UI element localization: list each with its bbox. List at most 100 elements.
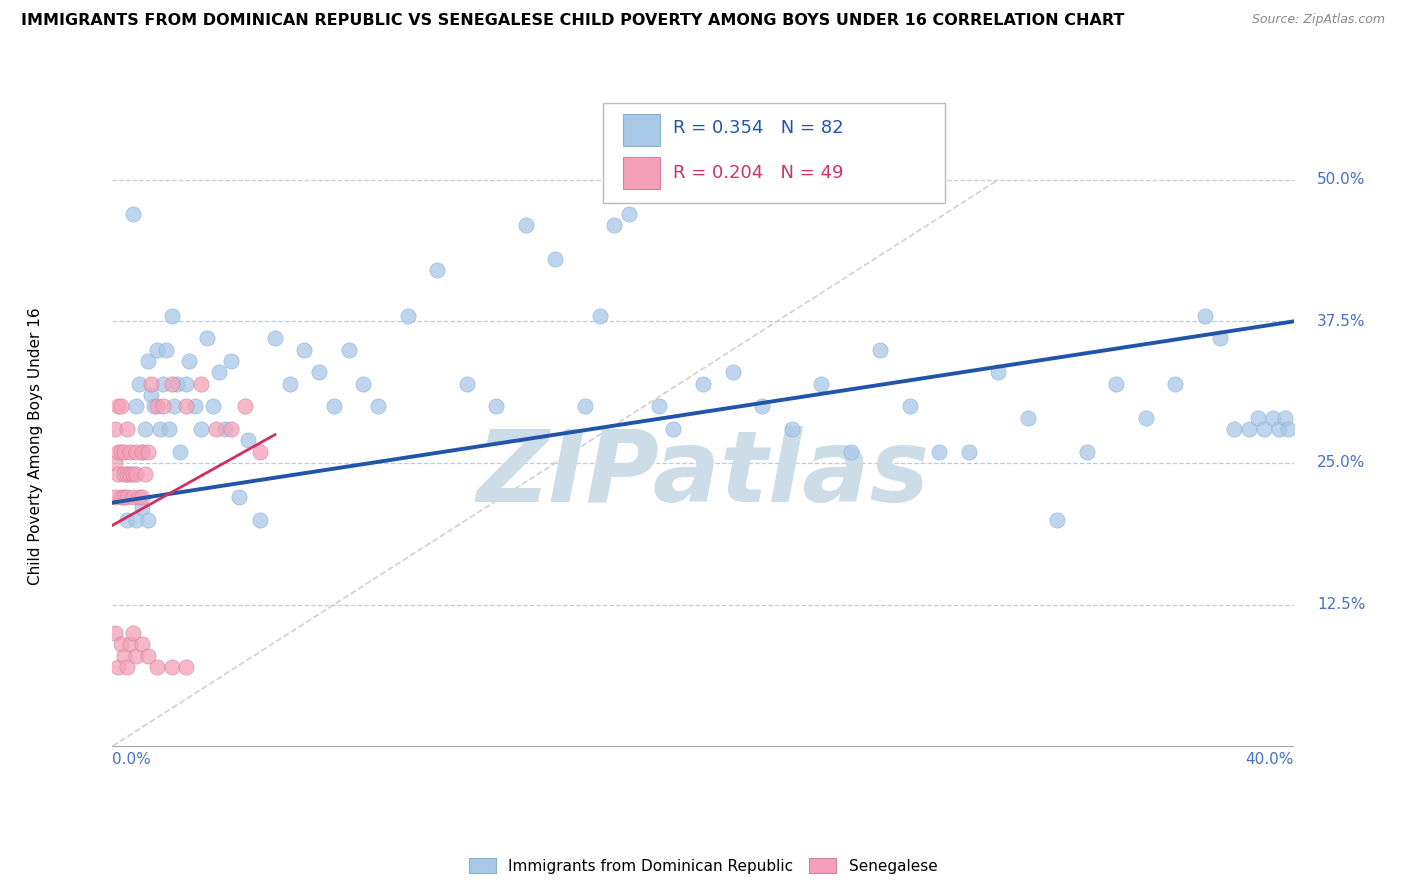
Point: [214, 422, 236, 436]
FancyBboxPatch shape: [623, 157, 661, 189]
Point: [160, 660, 183, 674]
Legend: Immigrants from Dominican Republic, Senegalese: Immigrants from Dominican Republic, Sene…: [463, 852, 943, 880]
Point: [134, 422, 156, 436]
Point: [136, 648, 159, 663]
Point: [160, 309, 183, 323]
Point: [219, 354, 242, 368]
Point: [110, 637, 132, 651]
Point: [120, 467, 142, 482]
Point: [721, 365, 744, 379]
Point: [323, 400, 346, 414]
Point: [122, 207, 145, 221]
Point: [179, 354, 201, 368]
Point: [174, 660, 197, 674]
Text: 37.5%: 37.5%: [1317, 314, 1365, 329]
Point: [201, 400, 224, 414]
Point: [574, 400, 596, 414]
Text: 12.5%: 12.5%: [1317, 597, 1365, 612]
Point: [169, 444, 191, 458]
Point: [104, 456, 127, 470]
Text: 40.0%: 40.0%: [1246, 752, 1294, 767]
Point: [396, 309, 419, 323]
Point: [588, 309, 610, 323]
Point: [1253, 422, 1275, 436]
Point: [249, 513, 271, 527]
Point: [117, 467, 138, 482]
Point: [751, 400, 773, 414]
Point: [633, 184, 655, 198]
Point: [1105, 376, 1128, 391]
Point: [1274, 410, 1296, 425]
Point: [104, 490, 127, 504]
Point: [1017, 410, 1039, 425]
Text: R = 0.354   N = 82: R = 0.354 N = 82: [673, 120, 844, 137]
Point: [152, 400, 174, 414]
Point: [155, 343, 177, 357]
Point: [190, 376, 212, 391]
Point: [780, 422, 803, 436]
Point: [1135, 410, 1157, 425]
Point: [131, 637, 153, 651]
Point: [928, 444, 950, 458]
Point: [337, 343, 360, 357]
Point: [136, 513, 159, 527]
Point: [125, 648, 148, 663]
Point: [1208, 331, 1232, 345]
Point: [122, 626, 145, 640]
Point: [174, 400, 197, 414]
Point: [146, 660, 169, 674]
Point: [117, 467, 138, 482]
Point: [117, 422, 138, 436]
Point: [117, 490, 138, 504]
Point: [110, 490, 132, 504]
Point: [117, 513, 138, 527]
Point: [122, 490, 145, 504]
Point: [146, 400, 169, 414]
Point: [125, 513, 148, 527]
Point: [134, 467, 156, 482]
Point: [1223, 422, 1246, 436]
FancyBboxPatch shape: [603, 103, 945, 203]
Point: [278, 376, 301, 391]
Point: [233, 400, 256, 414]
Point: [125, 444, 148, 458]
Text: 50.0%: 50.0%: [1317, 172, 1365, 187]
Point: [125, 400, 148, 414]
Point: [112, 648, 135, 663]
Point: [131, 444, 153, 458]
Point: [869, 343, 891, 357]
Point: [219, 422, 242, 436]
Point: [110, 444, 132, 458]
Point: [619, 207, 641, 221]
Point: [228, 490, 250, 504]
Point: [190, 422, 212, 436]
Text: 0.0%: 0.0%: [112, 752, 152, 767]
Point: [125, 467, 148, 482]
Point: [839, 444, 862, 458]
Point: [110, 400, 132, 414]
Point: [160, 376, 183, 391]
Point: [184, 400, 207, 414]
Point: [1261, 410, 1284, 425]
Point: [308, 365, 330, 379]
FancyBboxPatch shape: [623, 114, 661, 146]
Text: IMMIGRANTS FROM DOMINICAN REPUBLIC VS SENEGALESE CHILD POVERTY AMONG BOYS UNDER : IMMIGRANTS FROM DOMINICAN REPUBLIC VS SE…: [21, 13, 1125, 29]
Point: [352, 376, 374, 391]
Text: R = 0.204   N = 49: R = 0.204 N = 49: [673, 164, 844, 182]
Point: [957, 444, 980, 458]
Point: [692, 376, 714, 391]
Point: [146, 343, 169, 357]
Point: [131, 444, 153, 458]
Point: [117, 660, 138, 674]
Point: [136, 354, 159, 368]
Point: [157, 422, 180, 436]
Point: [810, 376, 832, 391]
Point: [107, 660, 129, 674]
Point: [136, 444, 159, 458]
Point: [122, 467, 145, 482]
Point: [1076, 444, 1098, 458]
Point: [662, 422, 685, 436]
Text: ZIPatlas: ZIPatlas: [477, 426, 929, 523]
Text: Source: ZipAtlas.com: Source: ZipAtlas.com: [1251, 13, 1385, 27]
Point: [1194, 309, 1216, 323]
